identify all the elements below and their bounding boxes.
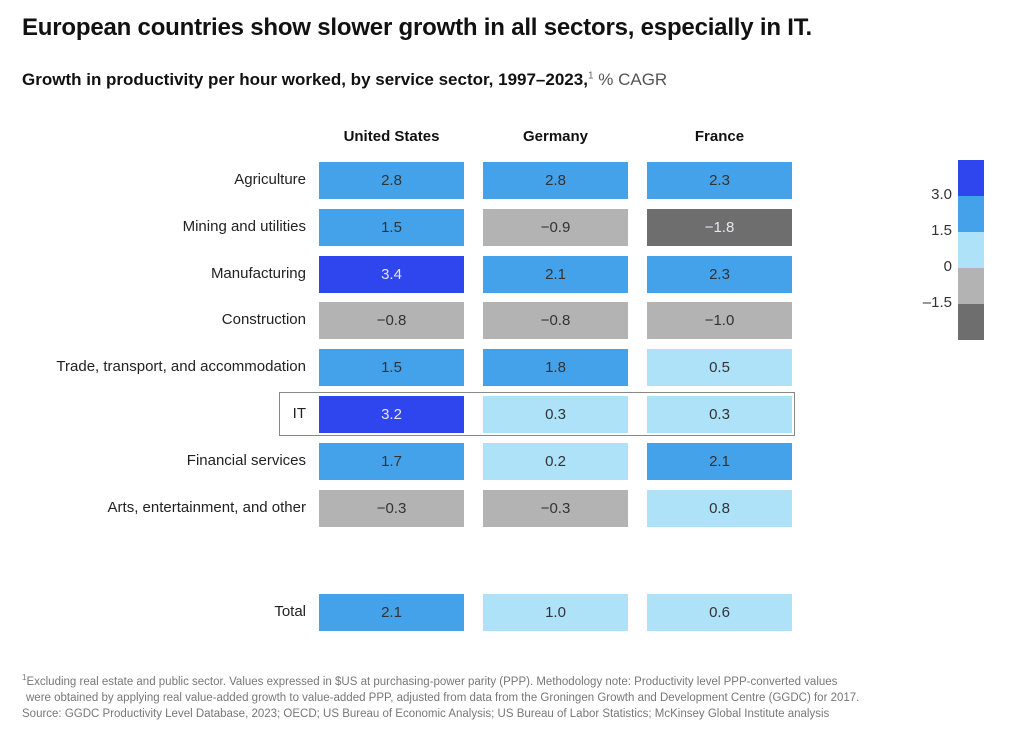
it-row-highlight xyxy=(279,392,795,436)
heatmap-cell: 0.2 xyxy=(483,442,628,480)
row-label: Agriculture xyxy=(234,171,306,188)
legend-swatch xyxy=(958,304,984,340)
legend-tick-label: 3.0 xyxy=(931,186,952,203)
heatmap-cell: 1.5 xyxy=(319,208,464,246)
source-line: Source: GGDC Productivity Level Database… xyxy=(22,707,830,720)
row-label: IT xyxy=(292,405,306,422)
legend-swatch xyxy=(958,196,984,232)
heatmap-cell: 1.0 xyxy=(483,594,628,631)
heatmap-cell: 2.1 xyxy=(319,594,464,631)
heatmap-cell: −1.8 xyxy=(647,208,792,246)
heatmap-cell: −1.0 xyxy=(647,302,792,340)
heatmap-cell: 3.2 xyxy=(319,396,464,433)
row-label: Mining and utilities xyxy=(182,217,306,235)
footnote: 1Excluding real estate and public sector… xyxy=(22,670,1012,722)
heatmap-cell: 0.3 xyxy=(483,396,628,433)
row-label: Construction xyxy=(221,311,306,329)
column-header: Germany xyxy=(522,128,589,145)
heatmap-cell: 1.5 xyxy=(319,349,464,387)
subtitle-text: Growth in productivity per hour worked, … xyxy=(22,70,588,89)
footnote-line-2: were obtained by applying real value-add… xyxy=(26,691,860,704)
row-label: Financial services xyxy=(186,451,306,469)
row-label: Manufacturing xyxy=(210,264,306,282)
row-label: Trade, transport, and accommodation xyxy=(56,358,306,376)
heatmap-cell: 0.3 xyxy=(647,396,792,433)
column-header: France xyxy=(694,128,745,145)
footnote-mark: 1 xyxy=(587,70,594,82)
heatmap-cell: 2.1 xyxy=(647,442,792,480)
heatmap-cell: 2.8 xyxy=(483,162,628,199)
legend-tick-label: 1.5 xyxy=(931,222,952,239)
heatmap-cell: 3.4 xyxy=(319,255,464,293)
legend-swatch xyxy=(958,268,984,304)
heatmap-cell: 0.8 xyxy=(647,489,792,527)
legend-swatch xyxy=(958,232,984,268)
legend-swatch xyxy=(958,160,984,196)
heatmap-cell: 2.3 xyxy=(647,162,792,199)
heatmap-cell: −0.3 xyxy=(483,489,628,527)
heatmap-cell: −0.8 xyxy=(483,302,628,340)
row-label: Arts, entertainment, and other xyxy=(107,498,306,516)
heatmap-cell: 2.8 xyxy=(319,162,464,199)
heatmap-cell: −0.3 xyxy=(319,489,464,527)
heatmap-cell: −0.8 xyxy=(319,302,464,340)
heatmap-cell: −0.9 xyxy=(483,208,628,246)
footnote-line-1: 1Excluding real estate and public sector… xyxy=(22,673,838,688)
legend-tick-label: –1.5 xyxy=(922,294,952,311)
heatmap-cell: 0.5 xyxy=(647,349,792,387)
row-label: Total xyxy=(274,603,306,620)
chart-subtitle: Growth in productivity per hour worked, … xyxy=(22,70,667,90)
heatmap-cell: 2.3 xyxy=(647,255,792,293)
unit-label: % CAGR xyxy=(598,70,668,89)
chart-title: European countries show slower growth in… xyxy=(22,14,813,41)
legend-tick-label: 0 xyxy=(943,258,952,275)
heatmap-cell: 2.1 xyxy=(483,255,628,293)
column-header: United States xyxy=(343,128,440,145)
heatmap-cell: 1.8 xyxy=(483,349,628,387)
heatmap-cell: 1.7 xyxy=(319,442,464,480)
heatmap-cell: 0.6 xyxy=(647,594,792,631)
